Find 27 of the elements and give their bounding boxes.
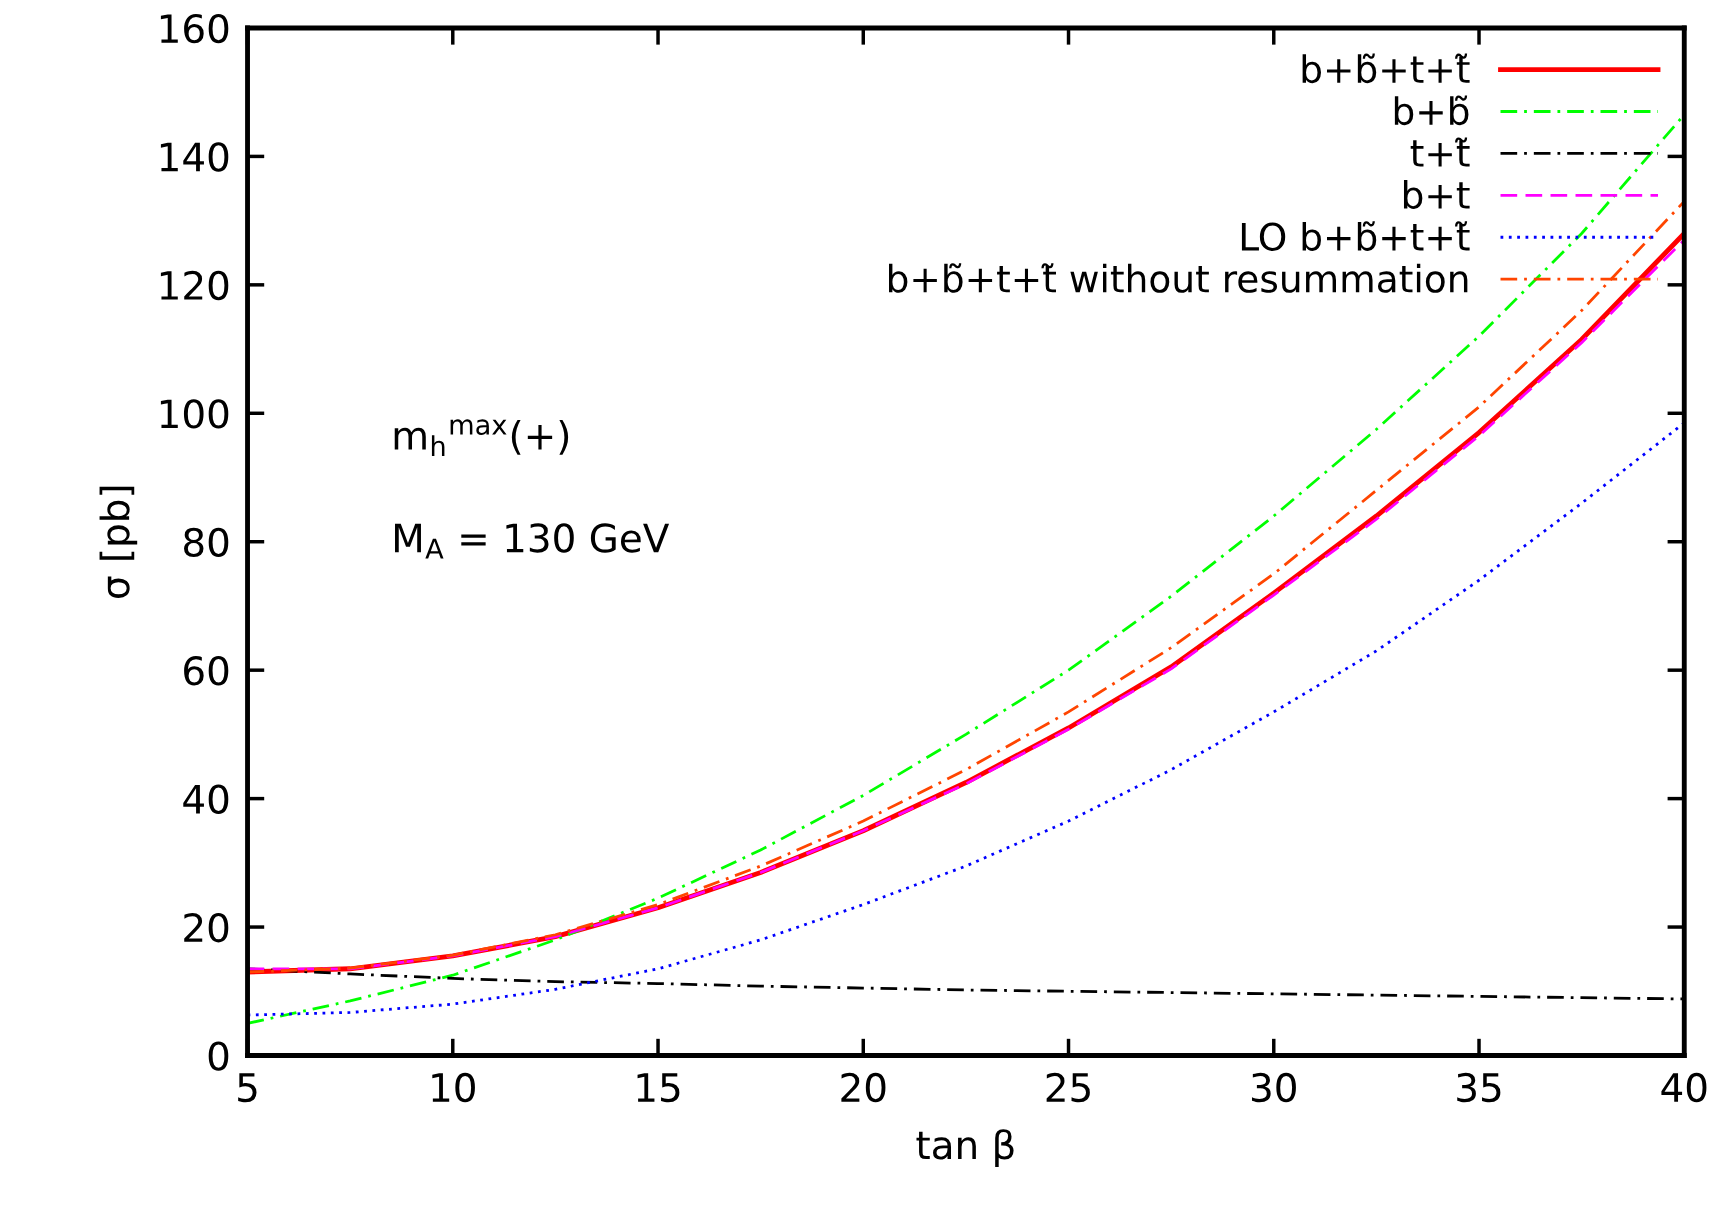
x-tick-label: 20 [841,1072,886,1103]
x-tick-label: 5 [238,1073,257,1103]
legend-label: LO b+b̃+t+t̃ [1241,221,1470,251]
y-tick-label: 40 [183,784,229,814]
x-tick-label: 30 [1251,1072,1296,1103]
y-tick-label: 0 [208,1041,229,1071]
x-axis-title: tan β [916,1129,1014,1168]
y-tick-label: 160 [160,13,229,44]
annotation: m$_{h}$$^{max}$(+) [394,419,569,456]
x-tick-label: 25 [1046,1072,1090,1103]
legend-label: b+b̃+t+t̃ without resummation [889,263,1468,293]
legend-label: b+b̃+t+t̃ [1302,53,1470,84]
legend-label: b+b̃ [1394,95,1469,126]
x-tick-label: 40 [1661,1072,1707,1103]
x-tick-label: 35 [1457,1072,1501,1103]
y-tick-label: 80 [184,527,229,558]
x-tick-label: 10 [432,1072,475,1103]
x-tick-label: 15 [637,1073,680,1103]
legend-label: b+t [1403,179,1470,209]
y-tick-label: 20 [184,912,229,943]
y-tick-label: 100 [160,399,229,429]
y-axis-title: σ [pb] [99,486,138,598]
y-tick-label: 60 [184,656,229,686]
y-tick-label: 120 [160,270,229,301]
legend-label: t+t̃ [1410,137,1470,167]
y-tick-label: 140 [160,142,229,172]
annotation: M$_{A}$ = 130 GeV [395,523,670,559]
